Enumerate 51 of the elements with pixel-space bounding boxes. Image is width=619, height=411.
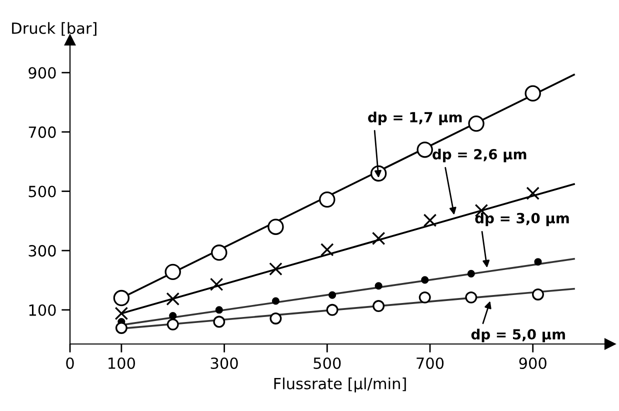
point bbox=[372, 300, 385, 312]
point bbox=[467, 270, 475, 278]
point bbox=[526, 186, 540, 200]
x-tick-label: 700 bbox=[416, 357, 444, 370]
point bbox=[524, 85, 541, 102]
point bbox=[319, 191, 336, 208]
annotation: dp = 3,0 µm bbox=[475, 212, 569, 226]
x-tick-label: 100 bbox=[108, 357, 135, 370]
annotation: dp = 5,0 µm bbox=[471, 328, 565, 342]
annotation: dp = 2,6 µm bbox=[432, 148, 526, 162]
point bbox=[465, 291, 478, 304]
point bbox=[532, 288, 544, 300]
point bbox=[370, 165, 387, 182]
point bbox=[468, 116, 484, 132]
point bbox=[372, 232, 386, 246]
point bbox=[416, 142, 433, 158]
x-tick-label: 500 bbox=[314, 357, 341, 370]
y-axis-title: Druck [bar] bbox=[12, 22, 96, 36]
point bbox=[320, 243, 334, 256]
point bbox=[418, 291, 431, 304]
point bbox=[326, 304, 338, 316]
x-tick-label: 300 bbox=[210, 357, 238, 370]
point bbox=[114, 306, 128, 320]
point bbox=[534, 258, 542, 266]
point bbox=[421, 276, 429, 284]
point bbox=[374, 282, 382, 290]
point bbox=[211, 244, 228, 261]
point bbox=[268, 218, 284, 235]
point bbox=[213, 316, 226, 328]
point bbox=[270, 312, 282, 324]
y-tick-label: 100 bbox=[29, 304, 56, 316]
point bbox=[272, 297, 280, 305]
point bbox=[269, 262, 282, 276]
point bbox=[210, 278, 224, 292]
x-tick-label: 0 bbox=[66, 357, 74, 370]
point bbox=[423, 214, 437, 227]
point bbox=[166, 318, 179, 330]
y-tick-label: 900 bbox=[28, 67, 56, 79]
y-tick-label: 700 bbox=[28, 126, 56, 138]
point bbox=[215, 306, 223, 314]
point bbox=[169, 312, 177, 320]
point bbox=[164, 264, 181, 280]
point bbox=[328, 291, 336, 299]
point bbox=[113, 290, 130, 306]
x-tick-label: 900 bbox=[519, 357, 546, 370]
annotation: dp = 1,7 µm bbox=[368, 112, 462, 126]
point bbox=[115, 322, 128, 334]
y-tick-label: 300 bbox=[28, 245, 56, 257]
point bbox=[166, 292, 180, 306]
y-tick-label: 500 bbox=[28, 186, 56, 198]
x-axis-title: Flussrate [µl/min] bbox=[274, 378, 406, 392]
